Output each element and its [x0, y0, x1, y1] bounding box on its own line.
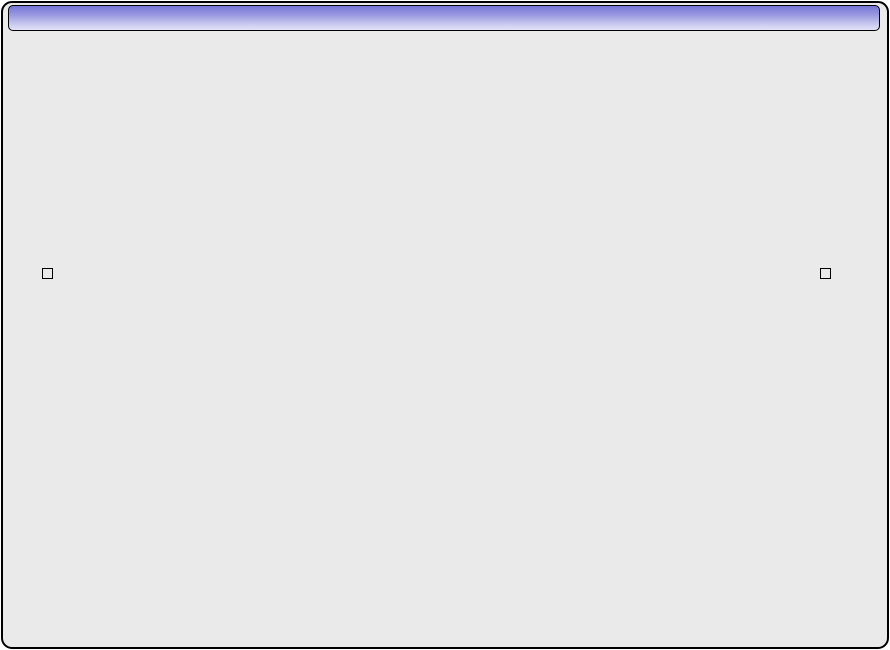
gold-legend-swatch-icon [42, 268, 53, 279]
silver-legend-swatch-icon [820, 268, 831, 279]
legend-silver [820, 268, 838, 279]
title-bar [8, 5, 880, 31]
legend-gold [42, 268, 60, 279]
